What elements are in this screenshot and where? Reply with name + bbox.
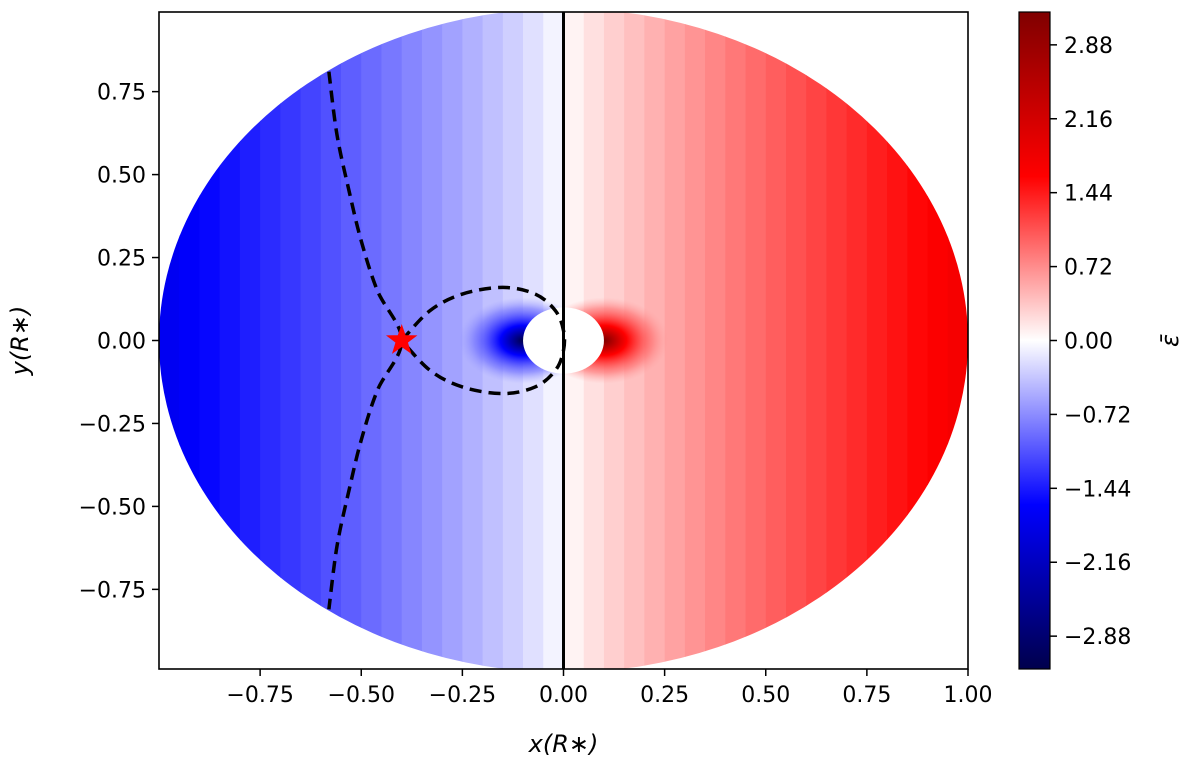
contour-band: [219, 12, 241, 669]
colorbar-tick-label: −2.16: [1064, 551, 1131, 576]
y-tick-label: 0.75: [97, 81, 146, 106]
y-tick-label: 0.00: [97, 330, 146, 355]
contour-band: [806, 12, 828, 669]
contour-band: [179, 12, 201, 669]
contour-band: [239, 12, 261, 669]
x-axis: −0.75 −0.50 −0.25 0.00 0.25 0.50 0.75 1.00: [226, 669, 992, 708]
y-axis-label: y(R∗): [6, 306, 34, 377]
x-tick-label: 0.00: [539, 683, 588, 708]
contour-band: [927, 12, 949, 669]
y-tick-label: 0.25: [97, 247, 146, 272]
contour-band: [887, 12, 908, 669]
dashed-loop: [400, 285, 567, 396]
contour-band: [725, 12, 747, 669]
y-tick-label: −0.75: [79, 578, 146, 603]
x-axis-label: x(R∗): [528, 730, 599, 758]
contour-band: [260, 12, 281, 669]
colorbar-tick-label: 0.72: [1064, 256, 1113, 281]
field-contours: [159, 12, 968, 669]
contour-band: [381, 12, 403, 669]
y-tick-label: −0.50: [79, 495, 146, 520]
y-tick-label: 0.50: [97, 164, 146, 189]
x-tick-label: −0.50: [328, 683, 395, 708]
x-tick-label: 0.25: [640, 683, 689, 708]
x-tick-label: 0.50: [741, 683, 790, 708]
contour-band: [765, 12, 787, 669]
contour-band: [745, 12, 767, 669]
x-tick-label: 1.00: [944, 683, 993, 708]
colorbar-tick-label: 2.16: [1064, 108, 1113, 133]
contour-band: [785, 12, 807, 669]
contour-band: [199, 12, 221, 669]
contour-band: [300, 12, 322, 669]
contour-band: [320, 12, 342, 669]
contour-band: [664, 12, 686, 669]
x-tick-label: −0.25: [429, 683, 496, 708]
contour-band: [280, 12, 302, 669]
contour-band: [705, 12, 726, 669]
contour-band: [846, 12, 868, 669]
colorbar-tick-label: 1.44: [1064, 182, 1113, 207]
plot-area: −0.75 −0.50 −0.25 0.00 0.25 0.50 0.75 1.00 0.75…: [6, 11, 992, 758]
contour-band: [401, 12, 423, 669]
contour-band: [684, 12, 706, 669]
colorbar-tick-label: −0.72: [1064, 403, 1131, 428]
star-marker: [385, 323, 418, 354]
contour-band: [421, 12, 443, 669]
contour-band: [341, 12, 362, 669]
colorbar-tick-label: 2.88: [1064, 34, 1113, 59]
x-tick-label: −0.75: [226, 683, 293, 708]
dashed-separatrix: [327, 71, 404, 610]
colorbar-label: ε̄: [1156, 334, 1184, 347]
contour-band: [947, 12, 968, 669]
colorbar-tick-label: 0.00: [1064, 330, 1113, 355]
contour-band: [159, 12, 180, 669]
contour-band: [866, 12, 888, 669]
colorbar: 2.88 2.16 1.44 0.72 0.00 −0.72 −1.44 −2.16 −2.88…: [1018, 11, 1184, 670]
overlay-curves: [327, 12, 567, 669]
y-tick-label: −0.25: [79, 412, 146, 437]
contour-band: [826, 12, 848, 669]
contour-band: [907, 12, 929, 669]
contour-band: [361, 12, 383, 669]
x-tick-label: 0.75: [842, 683, 891, 708]
colorbar-tick-label: −1.44: [1064, 477, 1131, 502]
y-axis: 0.75 0.50 0.25 0.00 −0.25 −0.50 −0.75: [79, 81, 159, 603]
colorbar-tick-label: −2.88: [1064, 625, 1131, 650]
colorbar-gradient: [1018, 11, 1051, 670]
colorbar-ticks: 2.88 2.16 1.44 0.72 0.00 −0.72 −1.44 −2.16 −2.88: [1050, 34, 1131, 650]
contour-band: [442, 12, 463, 669]
